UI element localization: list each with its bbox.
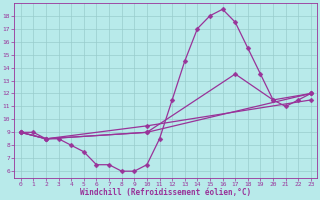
X-axis label: Windchill (Refroidissement éolien,°C): Windchill (Refroidissement éolien,°C) bbox=[80, 188, 252, 197]
